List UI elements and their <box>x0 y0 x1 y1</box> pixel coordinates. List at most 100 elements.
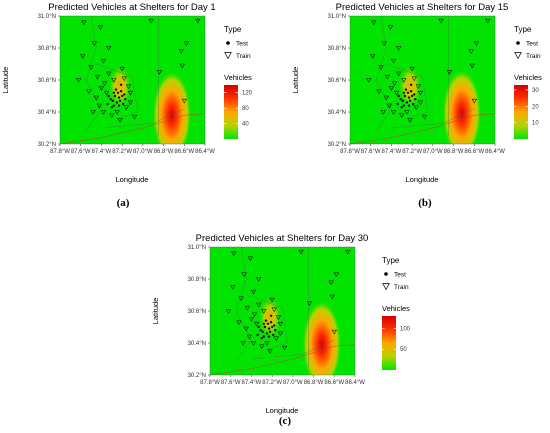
train-shelter-marker <box>399 113 405 118</box>
vehicles-colorbar: Vehicles 10 20 30 <box>514 73 542 139</box>
x-axis-label: Longitude <box>406 175 439 184</box>
train-shelter-marker <box>247 256 254 261</box>
x-tick-label: 87.8°W <box>340 149 360 155</box>
type-legend-title: Type <box>514 25 532 34</box>
train-shelter-marker <box>401 78 407 83</box>
test-shelter-marker <box>404 88 408 91</box>
y-tick-label: 30.4°N <box>38 110 56 116</box>
x-tick-label: 87.0°W <box>283 380 303 386</box>
type-legend-test: Test <box>394 272 406 279</box>
train-shelter-marker <box>469 63 475 69</box>
train-shelter-marker <box>371 20 377 26</box>
x-tick-label: 87.8°W <box>50 149 70 155</box>
coastline <box>59 113 206 145</box>
train-shelter-marker <box>407 118 413 123</box>
heatmap-hotspot <box>108 64 132 109</box>
test-shelter-marker <box>409 83 413 87</box>
y-tick-label: 31.0°N <box>38 14 56 20</box>
type-legend-train: Train <box>526 53 541 60</box>
train-shelter-marker <box>421 114 428 120</box>
type-legend-test: Test <box>526 41 538 48</box>
y-tick-label: 30.4°N <box>328 110 346 116</box>
test-legend-symbol <box>226 41 230 45</box>
train-shelter-marker <box>148 18 154 24</box>
test-shelter-marker <box>403 94 407 98</box>
colorbar-title: Vehicles <box>514 73 542 82</box>
train-shelter-marker <box>125 84 132 90</box>
test-shelter-marker <box>266 322 270 325</box>
x-tick-label: 86.4°W <box>345 380 365 386</box>
train-shelter-marker <box>281 345 288 351</box>
x-tick-label: 87.0°W <box>133 149 153 155</box>
test-shelter-marker <box>396 102 399 106</box>
panel-c: Predicted Vehicles at Shelters for Day 3… <box>151 233 411 427</box>
train-shelter-marker <box>404 110 410 115</box>
train-shelter-marker <box>267 349 273 354</box>
y-tick-label: 30.2°N <box>188 373 206 379</box>
test-shelter-marker <box>400 106 403 109</box>
y-tick-label: 30.2°N <box>328 142 346 148</box>
y-tick-label: 30.8°N <box>188 277 206 283</box>
train-shelter-marker <box>298 249 304 255</box>
train-shelter-marker <box>91 41 97 46</box>
county-boundaries <box>235 247 335 367</box>
train-shelter-marker <box>384 74 390 80</box>
train-shelter-marker <box>81 20 87 26</box>
train-shelter-marker <box>100 110 107 115</box>
test-shelter-marker <box>260 337 263 340</box>
coastline <box>349 113 496 145</box>
train-shelter-marker <box>240 341 246 346</box>
test-shelter-marker <box>107 94 110 98</box>
test-shelter-marker <box>268 330 272 333</box>
test-shelter-marker <box>113 94 117 98</box>
colorbar-tick-label: 10 <box>532 121 539 127</box>
colorbar-tick-label: 120 <box>242 91 253 97</box>
test-shelter-marker <box>408 99 412 103</box>
map-plot: 87.8°W 87.6°W 87.4°W 87.2°W 87.0°W 86.8°W 86.6… <box>328 14 506 155</box>
x-tick-label: 87.2°W <box>262 380 282 386</box>
train-shelter-marker <box>127 100 134 106</box>
colorbar-title: Vehicles <box>382 304 410 313</box>
test-shelter-marker <box>112 104 116 107</box>
type-legend: Type Test Train <box>224 25 251 60</box>
colorbar-tick-label: 80 <box>242 106 249 112</box>
train-shelter-marker <box>256 277 262 282</box>
train-shelter-marker <box>238 296 244 301</box>
y-tick-label: 30.4°N <box>188 341 206 347</box>
x-axis-label: Longitude <box>116 175 149 184</box>
x-axis-label: Longitude <box>266 406 299 415</box>
train-shelter-marker <box>244 305 250 311</box>
test-shelter-marker <box>119 90 123 93</box>
train-shelter-marker <box>121 76 127 82</box>
type-legend-train: Train <box>394 284 409 291</box>
x-tick-label: 87.0°W <box>423 149 443 155</box>
y-tick-label: 30.2°N <box>38 142 56 148</box>
train-shelter-marker <box>131 114 138 120</box>
y-axis-label: Latitude <box>291 67 300 94</box>
test-shelter-marker <box>411 102 415 106</box>
x-tick-label: 87.6°W <box>361 149 381 155</box>
chart-title: Predicted Vehicles at Shelters for Day 1 <box>48 2 215 13</box>
train-shelter-marker <box>90 110 96 115</box>
train-shelter-marker <box>328 280 334 285</box>
train-shelter-marker <box>250 341 257 346</box>
train-shelter-marker <box>391 81 398 86</box>
train-shelter-marker <box>86 89 92 94</box>
map-plot: 87.8°W 87.6°W 87.4°W 87.2°W 87.0°W 86.8°W 86.6… <box>188 245 366 386</box>
train-shelter-marker <box>396 46 402 51</box>
test-shelter-marker <box>267 327 271 330</box>
train-shelter-marker <box>111 78 117 83</box>
test-shelter-marker <box>410 94 414 98</box>
train-shelter-marker <box>251 312 258 317</box>
test-shelter-marker <box>267 335 271 338</box>
train-shelter-marker <box>181 98 187 104</box>
train-shelter-marker <box>225 309 232 314</box>
y-tick-label: 30.8°N <box>38 46 56 52</box>
y-tick-label: 30.8°N <box>328 46 346 52</box>
test-shelter-marker <box>270 325 274 329</box>
x-tick-label: 86.6°W <box>174 149 194 155</box>
colorbar-gradient <box>514 85 528 139</box>
train-shelter-marker <box>261 309 267 314</box>
test-shelter-marker <box>117 96 121 99</box>
test-shelter-marker <box>263 325 267 329</box>
